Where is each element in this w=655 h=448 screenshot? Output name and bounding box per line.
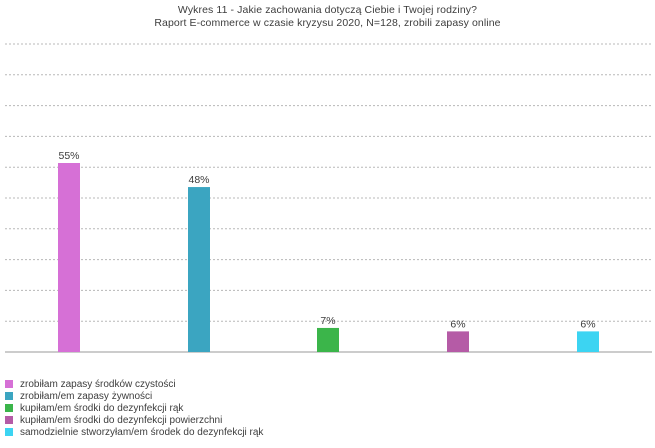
legend-label: kupiłam/em środki do dezynfekcji powierz… [20, 414, 223, 426]
legend-label: samodzielnie stworzyłam/em środek do dez… [20, 426, 264, 438]
data-label-1: 55% [58, 150, 79, 162]
chart-title: Wykres 11 - Jakie zachowania dotyczą Cie… [177, 4, 478, 16]
data-label-4: 6% [450, 318, 465, 330]
bar-1 [58, 163, 80, 352]
data-label-5: 6% [580, 318, 595, 330]
chart-subtitle: Raport E-commerce w czasie kryzysu 2020,… [154, 17, 501, 29]
data-label-3: 7% [320, 315, 335, 327]
legend-item-4: kupiłam/em środki do dezynfekcji powierz… [5, 414, 263, 426]
legend-swatch [5, 404, 13, 412]
legend-label: zrobiłam zapasy środków czystości [20, 378, 176, 390]
legend-label: kupiłam/em środki do dezynfekcji rąk [20, 402, 184, 414]
legend: zrobiłam zapasy środków czystości zrobiła… [5, 378, 263, 438]
legend-swatch [5, 428, 13, 436]
legend-swatch [5, 392, 13, 400]
legend-label: zrobiłam/em zapasy żywności [20, 390, 153, 402]
legend-item-2: zrobiłam/em zapasy żywności [5, 390, 263, 402]
legend-item-5: samodzielnie stworzyłam/em środek do dez… [5, 426, 263, 438]
bar-5 [577, 331, 599, 352]
bar-2 [188, 187, 210, 352]
data-label-2: 48% [188, 174, 209, 186]
legend-item-1: zrobiłam zapasy środków czystości [5, 378, 263, 390]
legend-swatch [5, 416, 13, 424]
legend-swatch [5, 380, 13, 388]
legend-item-3: kupiłam/em środki do dezynfekcji rąk [5, 402, 263, 414]
bar-3 [317, 327, 339, 352]
bar-4 [447, 331, 469, 352]
